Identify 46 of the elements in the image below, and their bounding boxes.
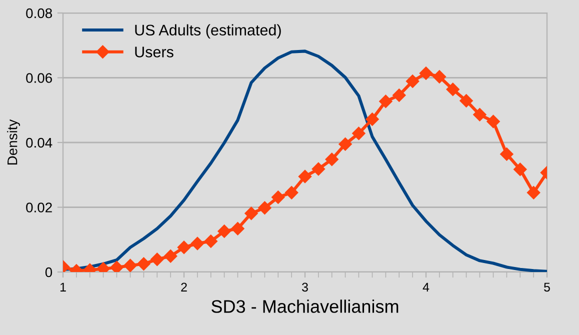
point [164,250,178,263]
point [446,82,460,96]
point [379,94,392,108]
point [473,108,486,122]
point [110,260,124,272]
point [218,224,231,238]
y-tick-label: 0.04 [26,138,52,148]
y-axis-title: Density [7,119,20,165]
point [325,152,338,166]
point [514,162,527,176]
point [258,201,272,214]
point [272,190,285,204]
point [338,138,352,151]
point [244,206,258,220]
x-tick-label: 1 [60,282,66,292]
point [204,234,218,248]
y-tick-label: 0.08 [26,8,52,18]
legend-label: Users [135,46,174,58]
y-tick-label: 0.06 [26,73,52,83]
point [352,126,366,140]
point [177,240,191,254]
point [419,66,433,80]
point [406,74,420,88]
point [150,252,164,266]
point [500,148,514,161]
x-axis-title: SD3 - Machiavellianism [212,300,398,313]
point [526,186,540,200]
point [366,112,379,126]
legend-label: US Adults (estimated) [135,24,281,39]
point [460,94,473,108]
y-tick-label: 0 [45,267,52,278]
point [124,258,137,272]
x-tick-label: 5 [544,282,550,292]
point [231,222,244,236]
point [486,114,500,128]
point [432,70,446,84]
x-tick-label: 4 [422,282,430,292]
point [284,186,298,200]
point [137,257,150,270]
point [392,88,406,102]
point [312,162,326,176]
point [190,236,204,250]
y-tick-label: 0.02 [26,202,52,212]
x-tick-label: 2 [181,282,187,292]
point [298,170,312,184]
x-tick-label: 3 [302,282,308,292]
